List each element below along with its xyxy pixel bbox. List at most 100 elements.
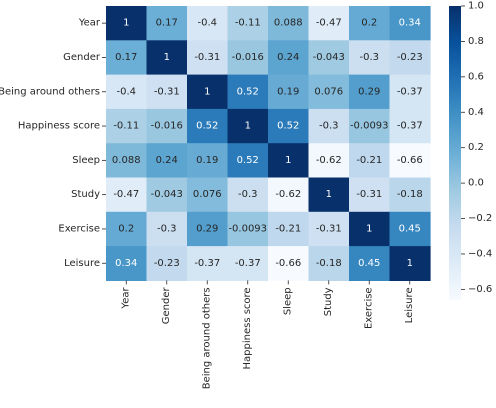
heatmap-cell-happiness-score-leisure [389, 108, 431, 144]
heatmap-cell-leisure-happiness-score [227, 246, 269, 281]
cell-value-label: -0.11 [235, 18, 261, 29]
cell-value-label: -0.4 [197, 18, 217, 29]
heatmap-cell-exercise-sleep [268, 211, 310, 247]
heatmap-cell-being-around-others-study [308, 74, 350, 110]
column-label-gender: Gender [161, 287, 172, 325]
heatmap-cell-happiness-score-sleep [268, 108, 310, 144]
cell-value-label: -0.043 [313, 52, 345, 63]
cell-value-label: -0.4 [116, 86, 136, 97]
cell-value-label: 0.2 [361, 18, 377, 29]
heatmap-cell-being-around-others-sleep [268, 74, 310, 110]
heatmap-cell-sleep-being-around-others [187, 143, 229, 179]
heatmap-cell-sleep-study [308, 143, 350, 179]
heatmap-cell-year-leisure [389, 6, 431, 41]
heatmap-cell-study-year [106, 177, 148, 213]
cell-value-label: -0.18 [316, 258, 342, 269]
row-label-gender: Gender [63, 52, 101, 63]
cell-value-label: 0.19 [196, 155, 218, 166]
cell-value-label: 0.52 [196, 121, 218, 132]
cell-value-label: -0.11 [113, 121, 139, 132]
cell-value-label: -0.043 [151, 189, 183, 200]
cell-value-label: 0.088 [112, 155, 141, 166]
cell-value-label: 0.52 [237, 155, 259, 166]
heatmap-cell-happiness-score-happiness-score [227, 108, 269, 144]
cell-value-label: 0.34 [399, 18, 421, 29]
heatmap-cell-study-sleep [268, 177, 310, 213]
cell-value-label: -0.62 [316, 155, 342, 166]
cell-value-label: -0.47 [316, 18, 342, 29]
heatmap-cell-sleep-year [106, 143, 148, 179]
cell-value-label: -0.23 [154, 258, 180, 269]
heatmap-cell-exercise-study [308, 211, 350, 247]
cell-value-label: -0.37 [194, 258, 220, 269]
column-label-exercise: Exercise [364, 287, 375, 329]
heatmap-cell-year-study [308, 6, 350, 41]
cell-value-label: -0.016 [232, 52, 264, 63]
heatmap-cell-gender-happiness-score [227, 40, 269, 76]
heatmap-cell-year-exercise [349, 6, 391, 41]
heatmap-cell-exercise-being-around-others [187, 211, 229, 247]
heatmap-cell-being-around-others-happiness-score [227, 74, 269, 110]
row-label-study: Study [71, 189, 100, 200]
colorbar-tick-label: −0.4 [468, 248, 492, 259]
cell-value-label: -0.31 [356, 189, 382, 200]
cell-value-label: 1 [204, 86, 210, 97]
cell-value-label: -0.3 [359, 52, 379, 63]
heatmap-cell-exercise-year [106, 211, 148, 247]
cell-value-label: 0.076 [314, 86, 343, 97]
heatmap-cell-year-being-around-others [187, 6, 229, 41]
cell-value-label: 1 [285, 155, 291, 166]
heatmap-cell-sleep-leisure [389, 143, 431, 179]
row-label-leisure: Leisure [64, 258, 100, 269]
heatmap-cell-study-happiness-score [227, 177, 269, 213]
heatmap-cell-study-study [308, 177, 350, 213]
heatmap-cell-leisure-gender [146, 246, 188, 281]
heatmap-cell-sleep-sleep [268, 143, 310, 179]
cell-value-label: 0.24 [277, 52, 299, 63]
cell-value-label: -0.23 [397, 52, 423, 63]
cell-value-label: 0.24 [156, 155, 178, 166]
colorbar-tick-label: 0.4 [468, 107, 484, 118]
colorbar-tick-label: 1.0 [468, 1, 484, 12]
cell-value-label: 0.52 [237, 86, 259, 97]
cell-value-label: -0.31 [154, 86, 180, 97]
cell-value-label: -0.3 [157, 223, 177, 234]
row-label-sleep: Sleep [72, 155, 100, 166]
cell-value-label: 0.45 [399, 223, 421, 234]
heatmap-cell-exercise-happiness-score [227, 211, 269, 247]
row-label-happiness-score: Happiness score [18, 121, 100, 132]
heatmap-cell-gender-gender [146, 40, 188, 76]
colorbar: −0.6 −0.4 −0.2 0.0 0.2 0.4 0.6 0.8 1.0 [449, 1, 492, 300]
cell-value-label: 0.17 [115, 52, 137, 63]
cell-value-label: 0.17 [156, 18, 178, 29]
heatmap-cell-exercise-leisure [389, 211, 431, 247]
colorbar-tick-label: 0.8 [468, 36, 484, 47]
heatmap-cell-being-around-others-being-around-others [187, 74, 229, 110]
colorbar-tick-label: 0.0 [468, 178, 484, 189]
cell-value-label: -0.37 [235, 258, 261, 269]
heatmap-cell-study-leisure [389, 177, 431, 213]
cell-value-label: -0.0093 [350, 121, 389, 132]
heatmap-cell-being-around-others-gender [146, 74, 188, 110]
heatmap-cell-sleep-exercise [349, 143, 391, 179]
cell-value-label: -0.47 [113, 189, 139, 200]
column-label-sleep: Sleep [283, 287, 294, 315]
cell-value-label: -0.0093 [228, 223, 267, 234]
column-label-study: Study [323, 287, 334, 316]
colorbar-tick-label: 0.2 [468, 142, 484, 153]
cell-value-label: 1 [245, 121, 251, 132]
heatmap-cell-happiness-score-year [106, 108, 148, 144]
heatmap-cell-sleep-happiness-score [227, 143, 269, 179]
cell-value-label: 0.2 [118, 223, 134, 234]
cell-value-label: -0.21 [356, 155, 382, 166]
heatmap-cell-study-gender [146, 177, 188, 213]
cell-value-label: 1 [366, 223, 372, 234]
colorbar-tick-label: −0.6 [468, 284, 492, 295]
column-label-being-around-others: Being around others [202, 287, 213, 389]
heatmap-cell-gender-study [308, 40, 350, 76]
cell-value-label: -0.3 [319, 121, 339, 132]
row-label-year: Year [78, 18, 101, 29]
cell-value-label: 0.088 [274, 18, 303, 29]
heatmap-cell-leisure-being-around-others [187, 246, 229, 281]
